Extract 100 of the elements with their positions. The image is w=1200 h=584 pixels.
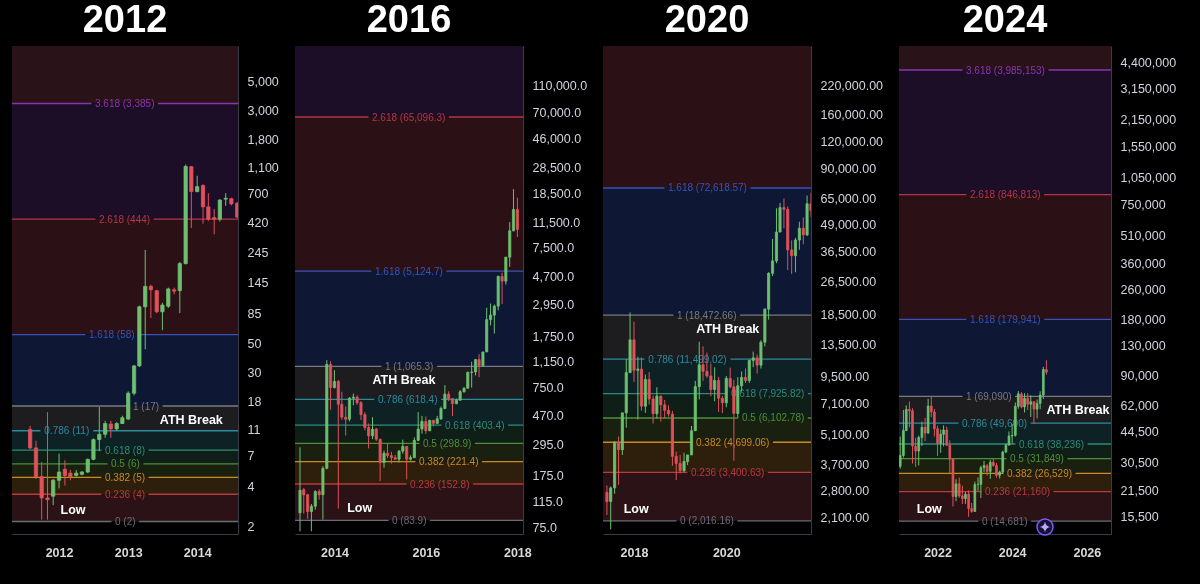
y-tick-label: 49,000.00: [820, 218, 877, 233]
y-tick-label: 750,000: [1120, 197, 1166, 212]
y-tick-label: 11: [247, 422, 261, 437]
chart-title: 2016: [366, 0, 452, 40]
ref-line-label: 0.382 (26,529): [1006, 467, 1073, 479]
candlestick: [405, 445, 409, 480]
annotation: ATH Break: [696, 322, 760, 337]
x-tick-label: 2013: [114, 545, 143, 560]
candlestick: [755, 354, 759, 375]
y-tick-label: 7: [247, 448, 255, 463]
ref-line-label: 0.5 (31,849): [1009, 453, 1064, 465]
candlestick: [347, 396, 351, 422]
y-tick-label: 44,500: [1120, 425, 1159, 440]
candlestick: [371, 416, 374, 440]
ref-line-label: 2.618 (846,813): [969, 189, 1041, 201]
x-tick-label: 2018: [503, 545, 532, 560]
y-tick-label: 4,700.0: [532, 269, 575, 284]
x-tick-label: 2014: [183, 545, 212, 560]
y-tick-label: 18,500.0: [532, 186, 582, 201]
ref-line-label: 0.5 (6): [111, 458, 140, 470]
y-tick-label: 15,500: [1120, 510, 1159, 525]
x-tick-label: 2026: [1073, 545, 1102, 560]
y-tick-label: 36,500.00: [820, 245, 877, 260]
candlestick: [605, 485, 609, 516]
y-tick-label: 1,750.0: [532, 329, 575, 344]
y-tick-label: 26,500.00: [820, 275, 877, 290]
y-tick-label: 85: [247, 306, 262, 321]
y-tick-label: 120,000.00: [820, 134, 884, 149]
y-tick-label: 30: [247, 365, 262, 380]
y-tick-label: 2: [247, 519, 255, 534]
candlestick: [51, 478, 56, 506]
y-tick-label: 18,500.00: [820, 308, 877, 323]
candlestick: [28, 425, 33, 450]
candlestick: [344, 405, 348, 437]
y-tick-label: 65,000.00: [820, 191, 877, 206]
x-tick-label: 2016: [412, 545, 441, 560]
y-tick-label: 175.0: [532, 469, 564, 484]
ref-line-label: 0.236 (152.8): [409, 478, 470, 490]
y-tick-label: 46,000.0: [532, 131, 582, 146]
candlestick: [967, 489, 970, 518]
ref-line-label: 0.786 (618.4): [377, 393, 438, 405]
y-tick-label: 2,150,000: [1120, 113, 1177, 128]
y-tick-label: 11,500.0: [532, 215, 581, 230]
y-tick-label: 160,000.00: [820, 108, 884, 123]
ref-line-label: 1.618 (179,941): [969, 313, 1041, 325]
y-tick-label: 3,150,000: [1120, 82, 1177, 97]
ref-line-label: 3.618 (3,985,153): [965, 64, 1045, 76]
candlestick: [655, 386, 659, 419]
candlestick: [313, 489, 317, 511]
x-tick-label: 2022: [924, 545, 952, 560]
annotation: ATH Break: [372, 373, 436, 388]
candlestick: [1023, 392, 1026, 414]
ref-line-label: 0.618 (403.4): [444, 419, 505, 431]
y-tick-label: 130,000: [1120, 339, 1166, 354]
annotation: Low: [60, 502, 86, 517]
y-tick-label: 2,800.00: [820, 483, 870, 498]
ref-line-label: 2.618 (444): [98, 213, 151, 225]
ref-line-label: 0 (14,681): [981, 515, 1028, 527]
candlestick: [298, 446, 302, 532]
ref-line-label: 1 (17): [133, 400, 160, 412]
y-tick-label: 1,150.0: [532, 355, 575, 370]
candlestick: [801, 216, 805, 245]
y-tick-label: 21,500: [1120, 483, 1159, 498]
y-tick-label: 3,700.00: [820, 457, 870, 472]
ref-line-label: 0.618 (38,236): [1018, 438, 1085, 450]
annotation: ATH Break: [159, 413, 223, 428]
candlestick: [148, 284, 153, 319]
ref-line-label: 0.5 (6,102.78): [742, 412, 805, 424]
ref-line-label: 0.236 (21,160): [984, 486, 1051, 498]
candlestick: [659, 395, 663, 422]
candlestick: [336, 379, 340, 510]
y-tick-label: 2,100.00: [820, 510, 870, 525]
ref-line-label: 0 (2,016.16): [679, 515, 734, 527]
y-tick-label: 245: [247, 246, 269, 261]
candlestick: [979, 465, 983, 499]
ref-line-label: 1 (1,065.3): [384, 360, 434, 372]
x-tick-label: 2018: [620, 545, 649, 560]
candlestick: [713, 366, 717, 402]
y-tick-label: 7,100.00: [820, 397, 870, 412]
candlestick: [515, 197, 519, 238]
y-tick-label: 2,950.0: [532, 298, 575, 313]
y-tick-label: 700: [247, 186, 269, 201]
y-tick-label: 1,800: [247, 132, 279, 147]
annotation: Low: [916, 502, 943, 517]
annotation: Low: [623, 501, 649, 516]
y-tick-label: 62,000: [1120, 398, 1159, 413]
y-tick-label: 1,550,000: [1120, 139, 1177, 154]
y-tick-label: 510,000: [1120, 228, 1166, 243]
y-tick-label: 30,500: [1120, 455, 1159, 470]
ref-line-label: 0 (83.9): [392, 514, 427, 526]
annotation: ATH Break: [1046, 403, 1110, 418]
candlestick: [617, 436, 621, 486]
candlestick: [500, 272, 504, 305]
y-tick-label: 180,000: [1120, 312, 1166, 327]
candlestick: [306, 493, 310, 520]
y-tick-label: 220,000.00: [820, 78, 884, 93]
y-tick-label: 18: [247, 394, 262, 409]
ref-line-label: 1 (18,472.66): [676, 309, 737, 321]
chart-title: 2020: [664, 0, 750, 40]
y-tick-label: 470.0: [532, 409, 564, 424]
